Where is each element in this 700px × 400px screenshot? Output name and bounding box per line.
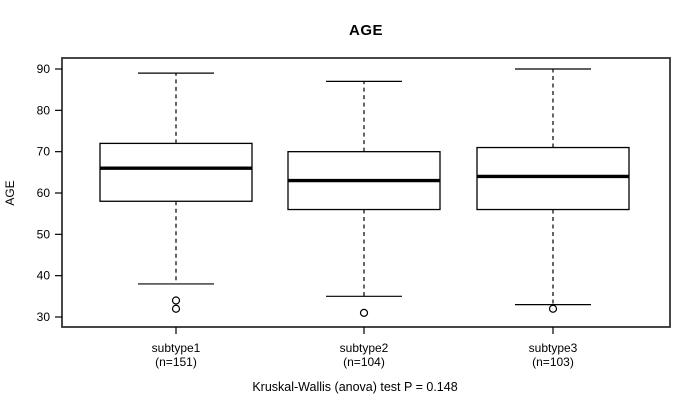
category-sublabel: (n=151) (155, 355, 197, 369)
iqr-box (99, 142, 253, 202)
outlier-point (548, 304, 558, 313)
y-tick-label: 90 (37, 62, 51, 76)
y-tick-label: 80 (37, 103, 51, 117)
chart-title: AGE (348, 22, 383, 39)
y-tick-label: 70 (37, 145, 51, 159)
outlier-point (171, 304, 181, 313)
y-tick-label: 30 (37, 310, 51, 324)
outlier-point (359, 308, 369, 317)
category-sublabel: (n=103) (532, 355, 574, 369)
category-label: subtype3 (529, 341, 578, 355)
outlier-point (171, 296, 181, 305)
stat-test-annotation: Kruskal-Wallis (anova) test P = 0.148 (252, 380, 458, 394)
y-tick-label: 60 (37, 186, 51, 200)
y-tick-label: 40 (37, 269, 51, 283)
y-tick-label: 50 (37, 227, 51, 241)
category-sublabel: (n=104) (343, 355, 385, 369)
iqr-box (476, 146, 630, 211)
category-label: subtype1 (152, 341, 201, 355)
category-label: subtype2 (340, 341, 389, 355)
